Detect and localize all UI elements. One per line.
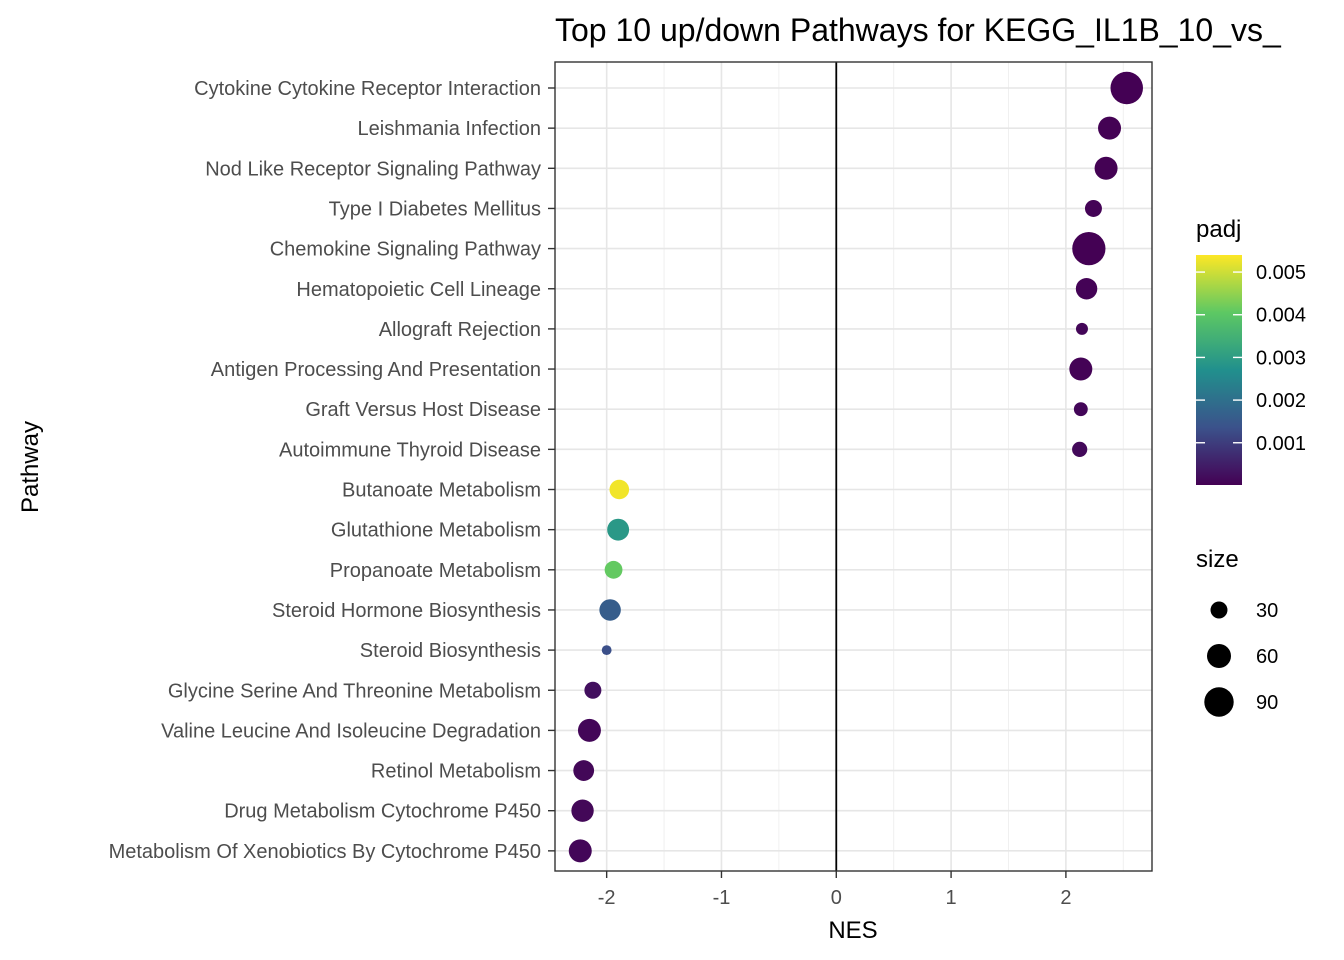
size-legend-items: 30 60 90: [1204, 600, 1278, 717]
y-tick-label: Retinol Metabolism: [371, 761, 541, 783]
y-tick-label: Allograft Rejection: [379, 319, 541, 341]
data-point: [1072, 231, 1106, 266]
data-point: [1110, 71, 1143, 105]
color-legend: padj 0.005 0.004 0.003 0.002 0.001: [1196, 216, 1306, 485]
data-point: [1094, 156, 1118, 180]
data-point: [604, 560, 623, 579]
color-legend-label: 0.005: [1256, 262, 1306, 284]
y-tick-label: Metabolism Of Xenobiotics By Cytochrome …: [109, 841, 541, 863]
y-tick-label: Cytokine Cytokine Receptor Interaction: [194, 78, 541, 100]
chart-title: Top 10 up/down Pathways for KEGG_IL1B_10…: [555, 12, 1282, 48]
data-point: [584, 681, 602, 699]
size-legend-label: 90: [1256, 692, 1278, 714]
y-tick-label: Chemokine Signaling Pathway: [270, 239, 541, 261]
data-point: [601, 645, 612, 656]
data-point: [609, 479, 630, 500]
x-tick-label: -1: [713, 887, 731, 909]
size-legend-title: size: [1196, 546, 1239, 573]
color-legend-label: 0.003: [1256, 347, 1306, 369]
grid-lines: [555, 62, 1152, 871]
data-points: [568, 71, 1143, 863]
panel-border: [554, 61, 1153, 872]
x-axis-ticks: -2 -1 0 1 2: [598, 871, 1071, 909]
y-tick-label: Drug Metabolism Cytochrome P450: [224, 801, 541, 823]
data-point: [568, 839, 592, 863]
data-point: [1098, 116, 1122, 140]
data-point: [571, 799, 594, 822]
y-tick-label: Hematopoietic Cell Lineage: [296, 279, 541, 301]
data-point: [599, 599, 621, 621]
color-legend-label: 0.001: [1256, 433, 1306, 455]
data-point: [577, 718, 601, 742]
color-legend-title: padj: [1196, 216, 1241, 243]
color-legend-label: 0.002: [1256, 390, 1306, 412]
y-tick-label: Graft Versus Host Disease: [305, 399, 541, 421]
y-tick-label: Antigen Processing And Presentation: [211, 359, 541, 381]
y-tick-label: Nod Like Receptor Signaling Pathway: [205, 158, 541, 180]
data-point: [607, 518, 630, 541]
y-tick-label: Propanoate Metabolism: [330, 560, 541, 582]
y-tick-label: Autoimmune Thyroid Disease: [279, 439, 541, 461]
x-tick-label: 2: [1060, 887, 1071, 909]
data-point: [1084, 199, 1102, 217]
size-legend-symbol: [1206, 643, 1232, 669]
y-tick-label: Type I Diabetes Mellitus: [329, 198, 541, 220]
data-point: [1073, 402, 1088, 417]
plot-panel: [554, 61, 1153, 872]
color-legend-ticks: 0.005 0.004 0.003 0.002 0.001: [1196, 262, 1306, 455]
y-tick-label: Steroid Biosynthesis: [360, 640, 541, 662]
size-legend-label: 30: [1256, 600, 1278, 622]
y-tick-label: Butanoate Metabolism: [342, 480, 541, 502]
color-legend-label: 0.004: [1256, 305, 1306, 327]
y-tick-label: Steroid Hormone Biosynthesis: [272, 600, 541, 622]
data-point: [1072, 441, 1088, 457]
x-axis-label: NES: [828, 917, 877, 944]
color-legend-bar: [1196, 255, 1242, 485]
size-legend-symbol: [1204, 687, 1234, 717]
y-axis-label: Pathway: [17, 421, 44, 513]
y-tick-label: Valine Leucine And Isoleucine Degradatio…: [161, 720, 541, 742]
size-legend-label: 60: [1256, 646, 1278, 668]
size-legend-symbol: [1210, 601, 1228, 619]
x-tick-label: 0: [831, 887, 842, 909]
y-tick-label: Glycine Serine And Threonine Metabolism: [168, 680, 541, 702]
data-point: [573, 760, 595, 781]
data-point: [1075, 322, 1088, 335]
y-tick-label: Glutathione Metabolism: [331, 520, 541, 542]
y-tick-label: Leishmania Infection: [358, 118, 541, 140]
x-tick-label: -2: [598, 887, 616, 909]
x-tick-label: 1: [946, 887, 957, 909]
data-point: [1069, 357, 1093, 381]
y-axis-ticks: Cytokine Cytokine Receptor Interaction Le…: [109, 78, 555, 863]
panel-background: [555, 62, 1152, 871]
size-legend: size 30 60 90: [1196, 546, 1278, 717]
data-point: [1075, 278, 1098, 300]
